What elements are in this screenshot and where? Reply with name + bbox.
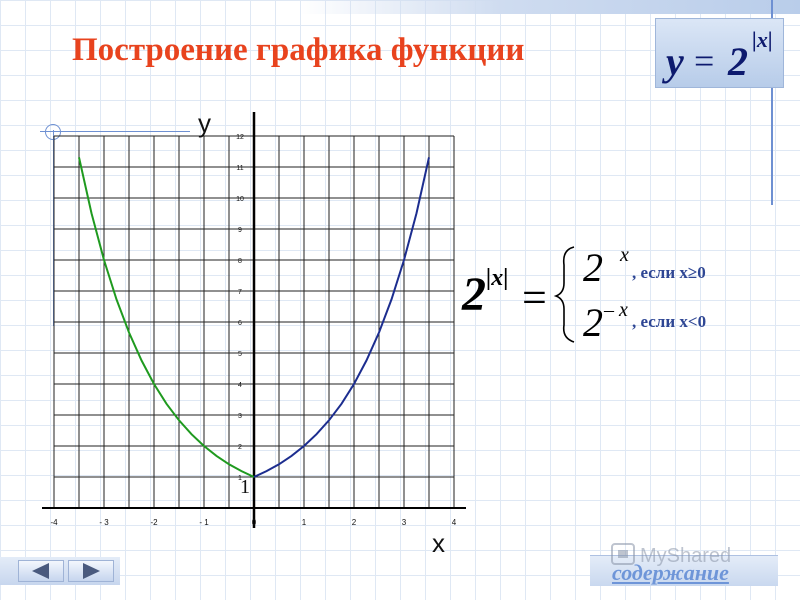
case2-condition: , если x<0 <box>632 312 706 331</box>
x-tick-label: 1 <box>302 518 307 527</box>
decor-vertical-line <box>771 0 773 205</box>
x-tick-label: -4 <box>50 518 58 527</box>
x-tick-label: 2 <box>352 518 357 527</box>
y-tick-label: 8 <box>238 258 242 265</box>
piecewise-equals: = <box>522 273 547 322</box>
arrow-right-icon <box>83 563 100 579</box>
contents-bar <box>590 555 778 586</box>
y-tick-label: 11 <box>236 165 243 172</box>
y-tick-label: 3 <box>238 413 242 420</box>
piecewise-lhs-exponent: |x| <box>486 265 509 291</box>
contents-link[interactable]: содержание <box>612 560 729 585</box>
y-tick-label: 9 <box>238 227 242 234</box>
case2-base: 2 <box>583 300 603 345</box>
y-tick-label: 2 <box>238 444 242 451</box>
decor-horizontal-line <box>40 131 190 132</box>
case1-exponent: x <box>619 244 629 266</box>
graph-branches <box>78 157 430 478</box>
x-tick-label: 4 <box>452 518 457 527</box>
y-tick-label: 12 <box>236 134 244 141</box>
x-tick-label: - 1 <box>199 518 209 527</box>
x-tick-label: - 3 <box>99 518 109 527</box>
watermark-logo: MyShared <box>611 543 731 567</box>
x-tick-label: 0 <box>252 518 257 527</box>
y-tick-label: 4 <box>238 382 242 389</box>
formula-exponent: |x| <box>752 27 773 52</box>
graph-branch-left <box>78 157 255 478</box>
svg-text:MyShared: MyShared <box>640 545 731 567</box>
y-axis-label: y <box>198 108 211 138</box>
x-axis-label: x <box>432 528 445 558</box>
slide-title: Построение графика функции <box>72 32 525 68</box>
x-tick-label: -2 <box>150 518 158 527</box>
piecewise-lhs-base: 2 <box>461 268 486 321</box>
prev-slide-button[interactable] <box>18 560 64 582</box>
top-decor-band <box>300 0 800 14</box>
graph-branch-right <box>253 157 430 478</box>
x-tick-label: 3 <box>402 518 407 527</box>
origin-value-label: 1 <box>240 476 250 498</box>
case1-base: 2 <box>583 245 603 290</box>
formula-y: y <box>662 39 684 84</box>
y-tick-label: 5 <box>238 351 242 358</box>
formula-box: y = 2 |x| <box>655 18 784 88</box>
case2-exponent: – x <box>603 299 628 321</box>
y-tick-label: 1 <box>238 475 242 482</box>
graph-grid <box>42 112 466 528</box>
formula-box-svg: y = 2 |x| <box>662 27 773 84</box>
formula-base-2: 2 <box>727 39 748 84</box>
decor-circle <box>45 124 61 140</box>
formula-equals: = <box>694 41 714 81</box>
arrow-left-icon <box>32 563 49 579</box>
piecewise-brace <box>553 246 575 343</box>
y-tick-label: 10 <box>236 196 244 203</box>
case1-condition: , если x≥0 <box>632 263 706 282</box>
y-tick-label: 6 <box>238 320 242 327</box>
next-slide-button[interactable] <box>68 560 114 582</box>
y-tick-label: 7 <box>238 289 242 296</box>
